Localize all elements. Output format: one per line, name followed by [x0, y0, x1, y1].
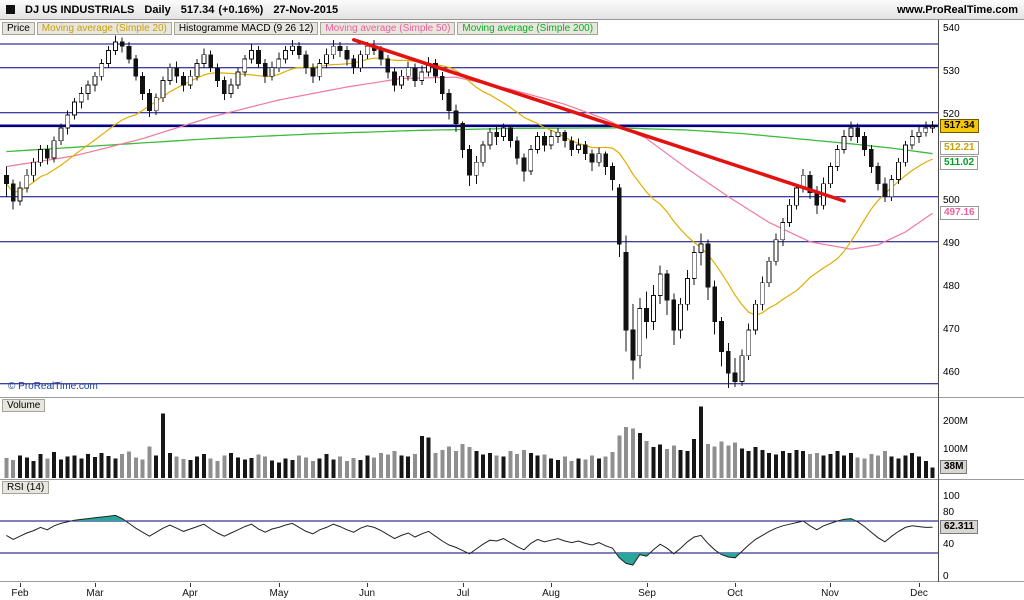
indicator-chip-moving-average-simple-20-[interactable]: Moving average (Simple 20) — [36, 22, 172, 35]
month-label: May — [269, 588, 289, 599]
panel-separator-axis — [0, 581, 1024, 582]
rsi-axis-tick: 40 — [943, 539, 955, 550]
watermark: © ProRealTime.com — [8, 381, 98, 392]
indicator-chip-histogramme-macd-9-26-12-[interactable]: Histogramme MACD (9 26 12) — [173, 22, 319, 35]
rsi-panel-label[interactable]: RSI (14) — [2, 481, 50, 494]
volume-bars — [4, 406, 935, 478]
month-label: Dec — [910, 588, 928, 599]
month-label: Nov — [821, 588, 839, 599]
rsi-axis-tick: 0 — [943, 571, 949, 582]
rsi-value-box: 62.311 — [940, 520, 979, 535]
month-label: Jun — [358, 588, 376, 599]
time-axis-tick — [95, 583, 96, 587]
date-label: 27-Nov-2015 — [273, 3, 339, 16]
chart-header: DJ US INDUSTRIALS Daily 517.34 (+0.16%) … — [0, 0, 1024, 20]
candles — [4, 35, 935, 389]
ma50-line — [6, 76, 933, 250]
month-label: Feb — [11, 588, 29, 599]
month-label: Oct — [727, 588, 743, 599]
timeframe-label: Daily — [144, 3, 171, 16]
last-price-value-box: 517.34 — [940, 119, 979, 134]
price-axis-tick: 540 — [943, 23, 960, 34]
time-axis-tick — [830, 583, 831, 587]
time-axis-tick — [647, 583, 648, 587]
price-axis-tick: 470 — [943, 324, 960, 335]
indicator-chip-row: Price Moving average (Simple 20) Histogram… — [2, 22, 599, 35]
price-axis-tick: 480 — [943, 281, 960, 292]
month-label: Mar — [86, 588, 104, 599]
price-axis-tick: 520 — [943, 109, 960, 120]
month-label: Sep — [638, 588, 656, 599]
time-axis-tick — [551, 583, 552, 587]
ma20-line — [5, 57, 933, 316]
time-axis-tick — [463, 583, 464, 587]
ma20-value-box: 512.21 — [940, 141, 979, 156]
downtrend-line — [351, 38, 846, 203]
volume-axis-tick: 100M — [943, 444, 969, 455]
time-axis-tick — [735, 583, 736, 587]
panel-separator-rsi — [0, 479, 1024, 480]
change-percent: (+0.16%) — [218, 3, 264, 16]
ma200-line — [6, 127, 933, 155]
time-axis-tick — [279, 583, 280, 587]
panel-separator-volume — [0, 397, 1024, 398]
instrument-name: DJ US INDUSTRIALS — [25, 3, 135, 16]
time-axis-tick — [20, 583, 21, 587]
volume-chart[interactable] — [0, 398, 938, 480]
indicator-chip-moving-average-simple-200-[interactable]: Moving average (Simple 200) — [457, 22, 599, 35]
volume-value-box: 38M — [940, 460, 968, 475]
time-axis-tick — [190, 583, 191, 587]
right-axis[interactable]: 540 530 520 500 490 480 470 460 200M 100M 100 80 40 0… — [939, 0, 1024, 600]
time-axis[interactable]: Feb Mar Apr May Jun Jul Aug Sep Oct Nov Dec — [0, 582, 938, 600]
price-axis-tick: 490 — [943, 238, 960, 249]
rsi-line — [6, 514, 933, 566]
ma50-value-box: 497.16 — [940, 206, 979, 221]
indicator-chip-price[interactable]: Price — [2, 22, 35, 35]
price-axis-border — [938, 20, 939, 582]
instrument-icon — [6, 5, 15, 14]
price-axis-tick: 460 — [943, 367, 960, 378]
rsi-axis-tick: 80 — [943, 507, 955, 518]
volume-axis-tick: 200M — [943, 416, 969, 427]
month-label: Apr — [182, 588, 198, 599]
month-label: Jul — [456, 588, 470, 599]
volume-panel-label[interactable]: Volume — [2, 399, 46, 412]
price-axis-tick: 500 — [943, 195, 960, 206]
indicator-chip-moving-average-simple-50-[interactable]: Moving average (Simple 50) — [320, 22, 456, 35]
website-label: www.ProRealTime.com — [896, 3, 1018, 16]
price-axis-tick: 530 — [943, 66, 960, 77]
last-price-text: 517.34 — [180, 3, 215, 16]
time-axis-tick — [919, 583, 920, 587]
rsi-chart[interactable] — [0, 480, 938, 580]
time-axis-tick — [367, 583, 368, 587]
rsi-axis-tick: 100 — [943, 491, 960, 502]
ma200-value-box: 511.02 — [940, 156, 979, 171]
price-chart[interactable] — [0, 20, 938, 398]
month-label: Aug — [542, 588, 560, 599]
